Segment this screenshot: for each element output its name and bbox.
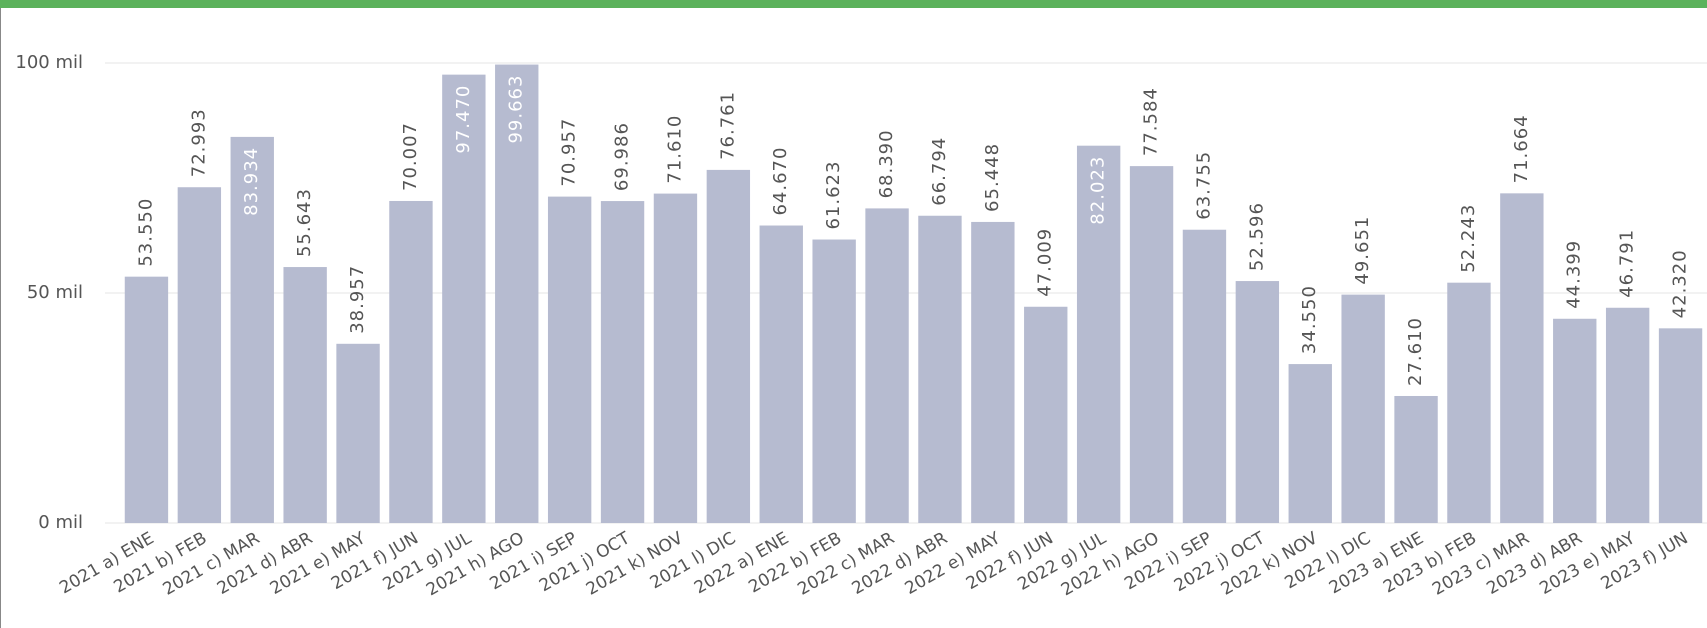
data-label: 99.663 (506, 75, 527, 144)
data-label: 63.755 (1193, 151, 1214, 220)
bar (918, 215, 962, 523)
data-label: 38.957 (347, 265, 368, 334)
data-label: 82.023 (1088, 156, 1109, 225)
bar (971, 221, 1015, 523)
data-label: 76.761 (717, 91, 738, 160)
data-label: 34.550 (1299, 285, 1320, 354)
bar (1605, 307, 1650, 523)
bar (124, 276, 169, 523)
bar (1024, 306, 1068, 523)
marks: 53.550 72.993 83.934 55.643 38.957 70.007 97.4… (124, 64, 1703, 524)
data-label: 68.390 (876, 129, 897, 198)
bar (1076, 145, 1121, 523)
y-tick-label: 50 mil (27, 282, 83, 303)
data-label: 83.934 (241, 147, 262, 216)
data-label: 72.993 (188, 108, 209, 177)
data-label: 66.794 (929, 137, 950, 206)
bar (336, 343, 380, 523)
data-label: 71.610 (664, 115, 685, 184)
data-label: 44.399 (1564, 240, 1585, 309)
data-label: 42.320 (1670, 249, 1691, 318)
bar (1341, 294, 1385, 523)
bar (1447, 282, 1491, 523)
data-label: 49.651 (1352, 216, 1373, 285)
bar (653, 193, 698, 523)
bar (442, 74, 486, 523)
data-label: 65.448 (982, 143, 1003, 212)
data-label: 55.643 (294, 188, 315, 257)
bar (1500, 193, 1544, 524)
data-label: 70.957 (559, 118, 580, 187)
data-label: 70.007 (400, 122, 421, 191)
data-label: 71.664 (1511, 114, 1532, 183)
bar (1553, 318, 1597, 523)
bar (283, 267, 327, 523)
data-label: 52.596 (1246, 202, 1267, 271)
bar (1288, 364, 1332, 523)
y-tick-label: 0 mil (38, 512, 83, 533)
data-label: 97.470 (453, 85, 474, 154)
bar (759, 225, 803, 523)
data-label: 52.243 (1458, 204, 1479, 273)
data-label: 61.623 (823, 161, 844, 230)
data-label: 77.584 (1141, 87, 1162, 156)
bar (1658, 328, 1703, 523)
y-tick-label: 100 mil (15, 52, 83, 73)
data-label: 27.610 (1405, 317, 1426, 386)
data-label: 53.550 (135, 198, 156, 267)
bar (812, 239, 856, 524)
bar (547, 196, 592, 524)
bar (1394, 395, 1438, 523)
data-label: 69.986 (612, 122, 633, 191)
bar (865, 208, 909, 523)
bar (600, 201, 645, 524)
bar (230, 136, 274, 523)
bar (1129, 166, 1174, 524)
data-label: 47.009 (1035, 228, 1056, 297)
bar (706, 169, 751, 523)
bar (389, 200, 433, 523)
data-label: 46.791 (1617, 229, 1638, 298)
bar (1235, 281, 1280, 523)
header-strip (0, 0, 1707, 8)
bar (177, 187, 222, 524)
data-label: 64.670 (770, 147, 791, 216)
bar (1182, 229, 1227, 524)
bar (495, 64, 539, 523)
